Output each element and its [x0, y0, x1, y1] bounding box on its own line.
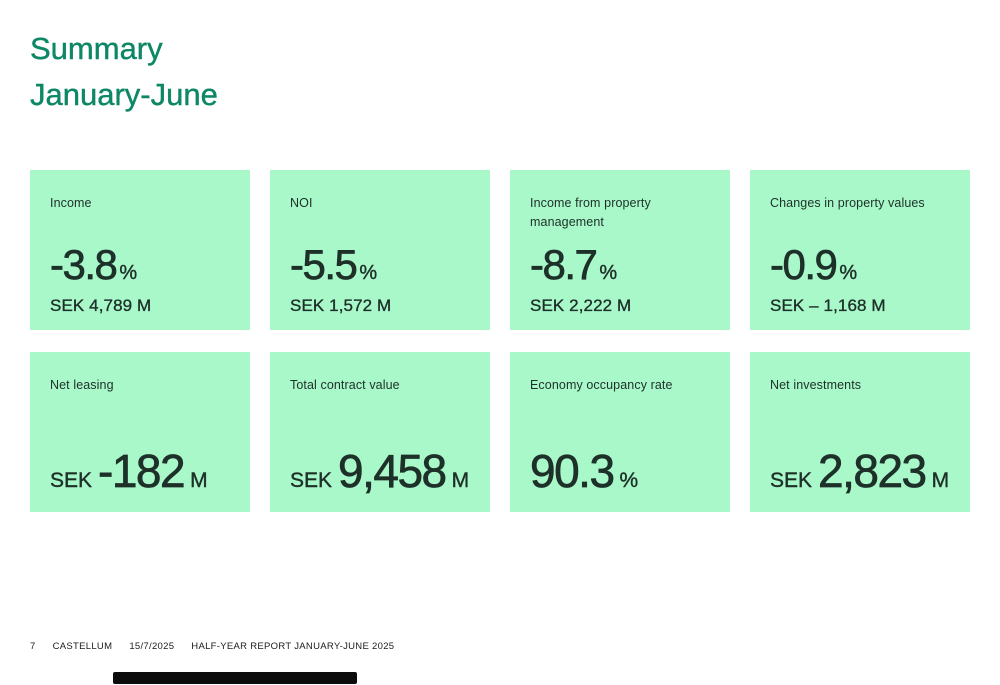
kpi-currency-prefix: SEK — [290, 469, 333, 492]
kpi-label: Net investments — [770, 378, 862, 392]
kpi-unit: M — [190, 469, 208, 492]
kpi-subvalue: SEK 4,789 M — [50, 296, 152, 315]
kpi-value: -8.7 — [530, 241, 599, 289]
kpi-card-income: Income -3.8% SEK 4,789 M — [30, 170, 250, 330]
kpi-label: Income from property management — [530, 196, 651, 230]
kpi-unit: % — [359, 262, 378, 284]
page-title-line1: Summary — [30, 31, 163, 66]
kpi-card-noi: NOI -5.5% SEK 1,572 M — [270, 170, 490, 330]
kpi-unit: % — [619, 469, 639, 492]
footer-report-title: HALF-YEAR REPORT JANUARY-JUNE 2025 — [191, 641, 395, 652]
kpi-currency-prefix: SEK — [50, 469, 93, 492]
page-title: Summary January-June — [30, 26, 218, 118]
kpi-value-line: 90.3% — [530, 444, 710, 498]
kpi-unit: M — [931, 469, 950, 492]
kpi-value-line: SEK 2,823 M — [770, 444, 950, 498]
kpi-unit: M — [451, 469, 470, 492]
kpi-subvalue: SEK 1,572 M — [290, 296, 392, 315]
footer-company-name: CASTELLUM — [52, 641, 113, 652]
kpi-value-line: -8.7% — [530, 241, 710, 289]
kpi-value-line: SEK 9,458 M — [290, 444, 470, 498]
kpi-card-income-property-management: Income from property management -8.7% SE… — [510, 170, 730, 330]
kpi-value-line: -3.8% — [50, 241, 230, 289]
kpi-card-net-leasing: Net leasing SEK -182 M — [30, 352, 250, 512]
kpi-label: Income — [50, 196, 92, 210]
kpi-value: -5.5 — [290, 241, 359, 289]
kpi-card-occupancy-rate: Economy occupancy rate 90.3% — [510, 352, 730, 512]
kpi-value-line: -5.5% — [290, 241, 470, 289]
kpi-label: Changes in property values — [770, 196, 925, 210]
kpi-value: 9,458 — [338, 445, 448, 498]
kpi-value-line: -0.9% — [770, 241, 950, 289]
kpi-unit: % — [599, 262, 618, 284]
kpi-unit: % — [119, 262, 138, 284]
footer-date: 15/7/2025 — [129, 641, 175, 652]
kpi-label: NOI — [290, 196, 313, 210]
kpi-card-contract-value: Total contract value SEK 9,458 M — [270, 352, 490, 512]
kpi-value-line: SEK -182 M — [50, 444, 230, 498]
kpi-value: -182 — [98, 445, 186, 498]
kpi-card-grid: Income -3.8% SEK 4,789 M NOI -5.5% SEK 1… — [30, 170, 970, 512]
kpi-unit: % — [839, 262, 858, 284]
kpi-value: 2,823 — [818, 445, 928, 498]
kpi-subvalue: SEK – 1,168 M — [770, 296, 886, 315]
kpi-card-net-investments: Net investments SEK 2,823 M — [750, 352, 970, 512]
kpi-label: Economy occupancy rate — [530, 378, 673, 392]
kpi-label: Net leasing — [50, 378, 114, 392]
kpi-label: Total contract value — [290, 378, 400, 392]
kpi-currency-prefix: SEK — [770, 469, 813, 492]
kpi-card-property-values: Changes in property values -0.9% SEK – 1… — [750, 170, 970, 330]
kpi-value: -3.8 — [50, 241, 119, 289]
page-title-line2: January-June — [30, 77, 218, 112]
footer: 7 CASTELLUM 15/7/2025 HALF-YEAR REPORT J… — [30, 641, 394, 652]
kpi-value: 90.3 — [530, 445, 616, 498]
kpi-subvalue: SEK 2,222 M — [530, 296, 632, 315]
bottom-black-bar — [113, 672, 357, 684]
kpi-value: -0.9 — [770, 241, 839, 289]
footer-page-number: 7 — [30, 641, 36, 652]
